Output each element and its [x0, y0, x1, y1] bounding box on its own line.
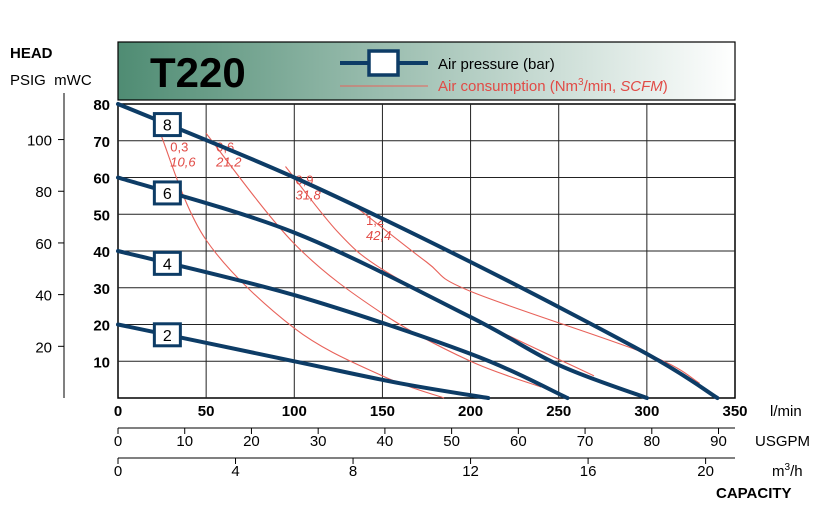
consumption-curve	[205, 133, 542, 388]
y-tick-label-mwc: 30	[93, 281, 110, 298]
y-tick-label-mwc: 80	[93, 97, 110, 114]
unit-m3h: m3/h	[772, 462, 803, 480]
usgpm-tick-label: 70	[577, 433, 594, 450]
unit-lmin: l/min	[770, 403, 802, 420]
x-tick-label-lmin: 100	[282, 403, 307, 420]
usgpm-tick-label: 60	[510, 433, 527, 450]
grid	[118, 104, 735, 398]
m3h-tick-label: 0	[114, 463, 122, 480]
head-label: HEAD	[10, 45, 53, 62]
head-units-label: PSIG mWC	[10, 72, 92, 89]
psig-tick-label: 40	[35, 288, 52, 305]
pressure-label: 6	[163, 186, 172, 203]
legend-consumption-label: Air consumption (Nm3/min, SCFM)	[438, 77, 668, 95]
air-pressure-curves: 8 6 4 2	[116, 102, 720, 400]
y-tick-label-mwc: 60	[93, 171, 110, 188]
pressure-label: 4	[163, 256, 172, 273]
m3h-tick-label: 12	[462, 463, 479, 480]
psig-tick-label: 100	[27, 133, 52, 150]
m3h-tick-label: 16	[580, 463, 597, 480]
pressure-label: 8	[163, 118, 172, 135]
usgpm-tick-label: 30	[310, 433, 327, 450]
x-tick-label-lmin: 150	[370, 403, 395, 420]
pressure-curve	[116, 175, 649, 400]
pressure-label-box	[152, 112, 182, 138]
consumption-label-scfm: 10,6	[170, 154, 196, 169]
pressure-curve	[116, 322, 491, 400]
chart-title: T220	[150, 49, 246, 96]
y-tick-label-mwc: 20	[93, 318, 110, 335]
x-tick-label-lmin: 350	[722, 403, 747, 420]
consumption-label-scfm: 21,2	[215, 154, 242, 169]
legend-pressure-marker	[367, 49, 400, 77]
pressure-label: 2	[163, 328, 172, 345]
x-tick-label-lmin: 250	[546, 403, 571, 420]
y-tick-label-mwc: 10	[93, 354, 110, 371]
y-tick-labels-mwc: 10 20 30 40 50 60 70 80	[93, 97, 110, 371]
usgpm-tick-label: 50	[443, 433, 460, 450]
x-tick-label-lmin: 50	[198, 403, 215, 420]
consumption-label-scfm: 31,8	[295, 187, 321, 202]
psig-tick-label: 60	[35, 236, 52, 253]
usgpm-tick-label: 20	[243, 433, 260, 450]
usgpm-tick-label: 80	[643, 433, 660, 450]
y-axis-psig: 20 40 60 80 100	[27, 93, 65, 398]
pressure-label-box	[152, 250, 182, 276]
header-band	[117, 41, 736, 101]
m3h-tick-label: 20	[697, 463, 714, 480]
legend-pressure-label: Air pressure (bar)	[438, 56, 555, 73]
y-tick-label-mwc: 40	[93, 244, 110, 261]
y-tick-label-mwc: 50	[93, 207, 110, 224]
legend: Air pressure (bar) Air consumption (Nm3/…	[340, 49, 668, 95]
usgpm-tick-label: 90	[710, 433, 727, 450]
pressure-curve	[116, 102, 720, 400]
usgpm-tick-label: 0	[114, 433, 122, 450]
capacity-label: CAPACITY	[716, 485, 792, 502]
m3h-tick-label: 4	[231, 463, 239, 480]
psig-tick-label: 20	[35, 339, 52, 356]
consumption-label-scfm: 42,4	[366, 228, 391, 243]
x-tick-label-lmin: 300	[634, 403, 659, 420]
unit-usgpm: USGPM	[755, 433, 810, 450]
x-tick-label-lmin: 200	[458, 403, 483, 420]
pressure-label-box	[152, 322, 182, 348]
psig-tick-label: 80	[35, 184, 52, 201]
pressure-curve	[116, 249, 570, 400]
usgpm-tick-label: 40	[377, 433, 394, 450]
m3h-tick-label: 8	[349, 463, 357, 480]
usgpm-tick-label: 10	[176, 433, 193, 450]
y-tick-label-mwc: 70	[93, 134, 110, 151]
consumption-label-bar: 0,3	[170, 139, 188, 154]
pressure-label-box	[152, 180, 182, 206]
x-tick-label-lmin: 0	[114, 403, 122, 420]
